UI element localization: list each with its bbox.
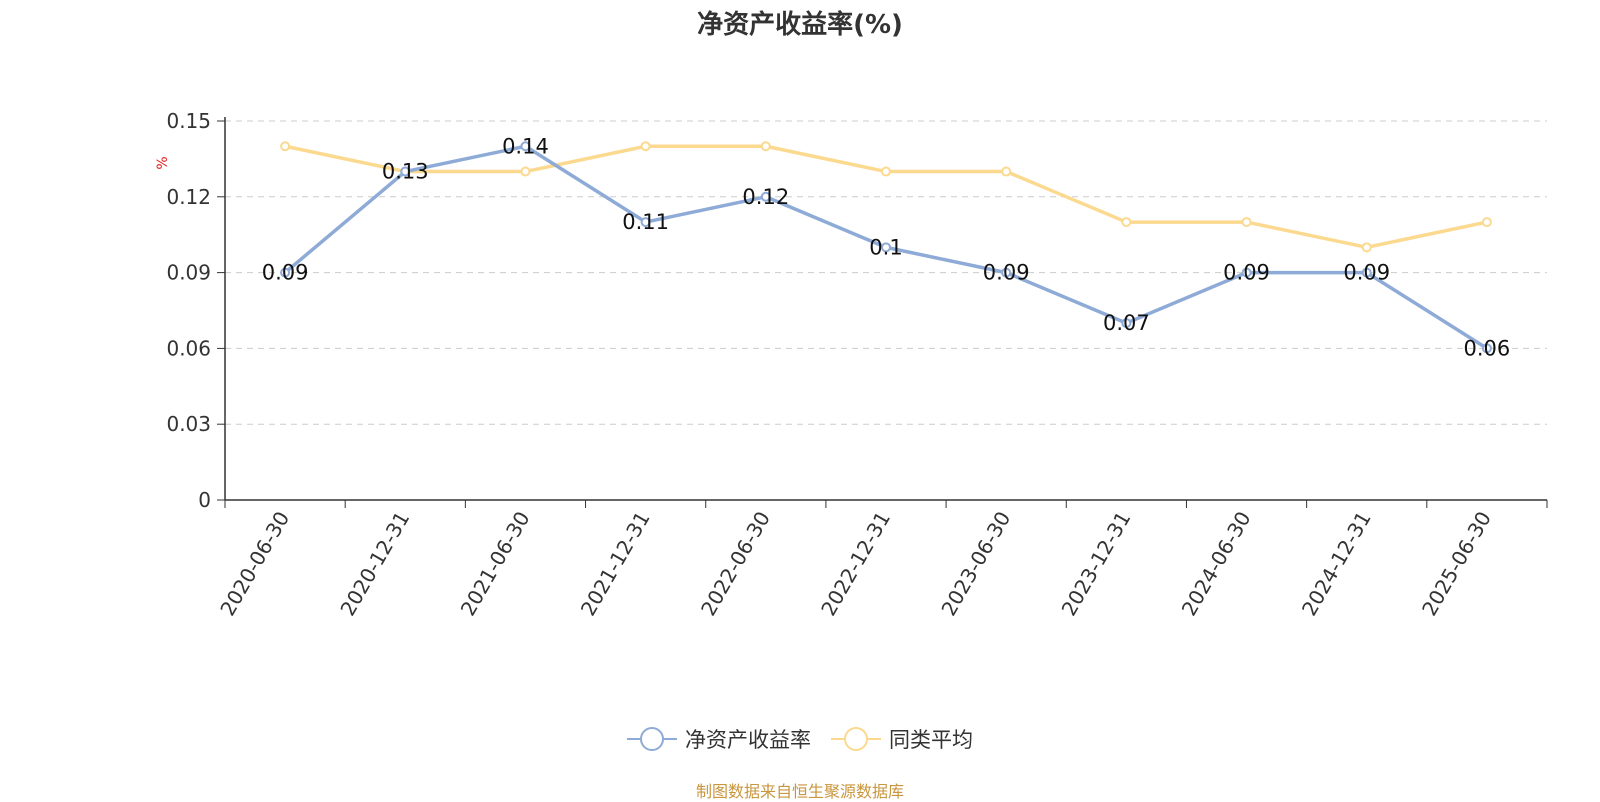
series-point-2 bbox=[760, 141, 771, 152]
x-tick-label: 2022-06-30 bbox=[696, 507, 775, 620]
data-label: 0.06 bbox=[1464, 336, 1511, 360]
x-tick-label: 2022-12-31 bbox=[816, 507, 895, 620]
legend-label-series-1: 净资产收益率 bbox=[685, 728, 811, 752]
series-point-2 bbox=[1481, 217, 1492, 228]
x-tick-label: 2023-06-30 bbox=[936, 507, 1015, 620]
y-tick-label: 0 bbox=[198, 488, 211, 512]
y-tick-label: 0.06 bbox=[166, 336, 211, 360]
series-point-2 bbox=[1241, 217, 1252, 228]
series-point-2 bbox=[881, 166, 891, 177]
series-point-1 bbox=[760, 191, 771, 202]
x-tick-label: 2024-06-30 bbox=[1177, 507, 1256, 620]
x-tick-label: 2020-06-30 bbox=[215, 507, 294, 620]
series-point-1 bbox=[520, 141, 531, 152]
series-point-1 bbox=[400, 166, 411, 177]
y-tick-label: 0.12 bbox=[166, 185, 211, 209]
legend-swatch-series-1 bbox=[627, 726, 677, 752]
x-tick-label: 2020-12-31 bbox=[335, 507, 414, 620]
x-tick-label: 2025-06-30 bbox=[1417, 507, 1496, 620]
x-tick-label: 2021-06-30 bbox=[456, 507, 535, 620]
legend-item-series-2[interactable]: 同类平均 bbox=[831, 724, 973, 754]
y-tick-label: 0.15 bbox=[166, 109, 211, 133]
x-tick-label: 2021-12-31 bbox=[576, 507, 655, 620]
series-point-1 bbox=[1481, 343, 1492, 354]
series-point-2 bbox=[1001, 166, 1012, 177]
chart-legend: 净资产收益率 同类平均 bbox=[0, 724, 1600, 754]
series-point-1 bbox=[881, 242, 891, 253]
x-tick-label: 2024-12-31 bbox=[1297, 507, 1376, 620]
data-label: 0.09 bbox=[262, 261, 309, 285]
series-point-1 bbox=[640, 217, 651, 228]
series-point-2 bbox=[280, 141, 291, 152]
series-point-2 bbox=[520, 166, 531, 177]
data-label: 0.09 bbox=[1223, 261, 1270, 285]
series-point-1 bbox=[280, 267, 291, 278]
data-label: 0.09 bbox=[1343, 261, 1390, 285]
series-point-1 bbox=[1001, 267, 1012, 278]
series-point-1 bbox=[1121, 318, 1132, 329]
y-tick-label: 0.03 bbox=[166, 412, 211, 436]
data-label: 0.09 bbox=[983, 261, 1030, 285]
series-point-2 bbox=[1121, 217, 1132, 228]
chart-title: 净资产收益率(%) bbox=[697, 10, 903, 40]
data-label: 0.14 bbox=[502, 134, 549, 158]
data-label: 0.1 bbox=[869, 235, 902, 259]
data-label: 0.07 bbox=[1103, 311, 1150, 335]
data-label: 0.12 bbox=[742, 185, 789, 209]
data-source-note: 制图数据来自恒生聚源数据库 bbox=[695, 782, 904, 801]
legend-swatch-series-2 bbox=[831, 726, 881, 752]
legend-label-series-2: 同类平均 bbox=[889, 728, 973, 752]
series-point-2 bbox=[640, 141, 651, 152]
y-tick-label: 0.09 bbox=[166, 261, 211, 285]
data-label: 0.13 bbox=[382, 160, 429, 184]
series-point-1 bbox=[1241, 267, 1252, 278]
series-point-2 bbox=[1361, 242, 1372, 253]
legend-item-series-1[interactable]: 净资产收益率 bbox=[627, 724, 811, 754]
y-axis-label: % bbox=[155, 156, 171, 169]
x-tick-label: 2023-12-31 bbox=[1057, 507, 1136, 620]
series-point-1 bbox=[1361, 267, 1372, 278]
data-label: 0.11 bbox=[622, 210, 669, 234]
